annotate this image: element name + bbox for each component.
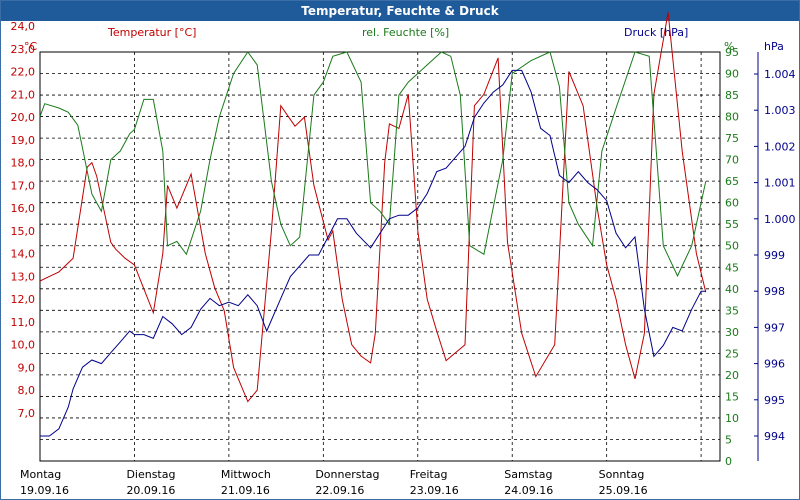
pressure-tick: 995 (764, 394, 785, 407)
day-label: Donnerstag (315, 468, 379, 481)
temp-tick: 24,0 (11, 20, 36, 33)
pressure-tick: 1.004 (764, 68, 796, 81)
date-label: 23.09.16 (410, 484, 459, 497)
day-label: Dienstag (126, 468, 175, 481)
humidity-tick: 70 (725, 154, 739, 167)
day-label: Samstag (504, 468, 552, 481)
humidity-tick: 45 (725, 261, 739, 274)
date-label: 24.09.16 (504, 484, 553, 497)
humidity-tick: 40 (725, 283, 739, 296)
pressure-tick: 996 (764, 358, 785, 371)
humidity-tick: 10 (725, 412, 739, 425)
humidity-tick: 25 (725, 347, 739, 360)
temp-tick: 14,0 (11, 248, 36, 261)
temp-tick: 12,0 (11, 293, 36, 306)
series-line (39, 12, 707, 403)
pressure-unit: hPa (764, 40, 784, 53)
humidity-tick: 80 (725, 111, 739, 124)
temp-tick: 21,0 (11, 88, 36, 101)
pressure-tick: 1.000 (764, 213, 796, 226)
series-line (40, 69, 706, 437)
humidity-tick: 75 (725, 132, 739, 145)
series-line (39, 51, 707, 278)
humidity-tick: 95 (725, 46, 739, 59)
humidity-tick: 0 (725, 455, 732, 468)
date-label: 19.09.16 (20, 484, 69, 497)
date-label: 20.09.16 (126, 484, 175, 497)
temp-tick: 23,0 (11, 43, 36, 56)
pressure-tick: 1.003 (764, 104, 796, 117)
pressure-tick: 1.001 (764, 177, 796, 190)
date-label: 22.09.16 (315, 484, 364, 497)
temp-tick: 8,0 (18, 384, 36, 397)
humidity-unit: % (724, 40, 734, 53)
temp-tick: 13,0 (11, 270, 36, 283)
temp-tick: 15,0 (11, 225, 36, 238)
labels-group: 0 5 10 15 20 25 30 35 40 45 50 55 60 65 70 75 80 85 90 95 Mo… (11, 20, 796, 497)
plot-frame (39, 51, 721, 462)
temp-tick: 10,0 (11, 339, 36, 352)
temp-tick: 16,0 (11, 202, 36, 215)
pressure-tick: 998 (764, 285, 785, 298)
legend-humidity: rel. Feuchte [%] (362, 26, 449, 39)
humidity-tick: 30 (725, 326, 739, 339)
humidity-tick: 15 (725, 390, 739, 403)
temp-tick: 22,0 (11, 66, 36, 79)
pressure-tick: 994 (764, 430, 785, 443)
pressure-tick: 1.002 (764, 140, 796, 153)
pressure-tick: 997 (764, 321, 785, 334)
legend-temp: Temperatur [°C] (107, 26, 196, 39)
humidity-tick: 5 (725, 433, 732, 446)
axes (39, 51, 759, 462)
temp-tick: 18,0 (11, 157, 36, 170)
temp-tick: 9,0 (18, 361, 36, 374)
series-group (39, 12, 707, 437)
temp-tick: 20,0 (11, 111, 36, 124)
temp-tick: 17,0 (11, 179, 36, 192)
humidity-tick: 65 (725, 175, 739, 188)
humidity-tick: 85 (725, 89, 739, 102)
window-title: Temperatur, Feuchte & Druck (1, 1, 799, 21)
humidity-tick: 20 (725, 369, 739, 382)
temp-unit: °C (24, 40, 38, 53)
humidity-tick: 55 (725, 218, 739, 231)
date-label: 21.09.16 (221, 484, 270, 497)
day-label: Freitag (410, 468, 448, 481)
day-label: Sonntag (599, 468, 645, 481)
date-label: 25.09.16 (599, 484, 648, 497)
pressure-tick: 999 (764, 249, 785, 262)
humidity-tick: 35 (725, 304, 739, 317)
day-label: Mittwoch (221, 468, 271, 481)
day-label: Montag (20, 468, 61, 481)
temp-tick: 11,0 (11, 316, 36, 329)
legend-pressure: Druck [hPa] (624, 26, 688, 39)
humidity-tick: 60 (725, 197, 739, 210)
humidity-tick: 50 (725, 240, 739, 253)
temp-tick: 19,0 (11, 134, 36, 147)
temp-tick: 7,0 (18, 407, 36, 420)
humidity-tick: 90 (725, 68, 739, 81)
